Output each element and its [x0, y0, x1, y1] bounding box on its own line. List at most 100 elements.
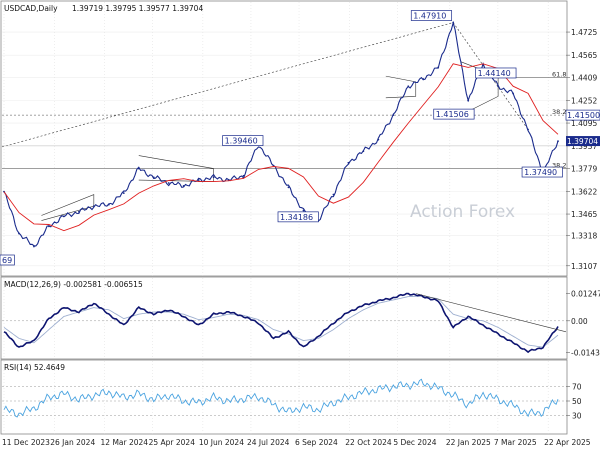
price-point	[422, 78, 425, 80]
price-point	[287, 186, 290, 189]
rsi-tick-label: 30	[572, 412, 582, 421]
price-tick-label: 1.3622	[571, 187, 597, 196]
macd-signal-line	[3, 295, 559, 348]
flag-pattern-1	[385, 75, 417, 99]
time-tick-label: 12 Mar 2024	[101, 438, 149, 447]
grid-layer	[2, 2, 566, 434]
price-point	[527, 128, 529, 131]
time-tick-label: 24 Jul 2024	[247, 438, 290, 447]
watermark-layer: Action Forex	[410, 202, 515, 222]
price-point	[197, 179, 200, 182]
price-point	[407, 85, 410, 88]
price-point	[107, 203, 110, 206]
axis-layer: 1.3107 1.3318 1.3465 1.3622 1.3779 1.3937 1.40…	[2, 28, 600, 447]
moving-average-line	[3, 63, 559, 232]
level-box	[565, 109, 600, 121]
time-tick-label: 22 Apr 2025	[544, 438, 591, 447]
price-point	[302, 209, 305, 212]
price-tick-label: 1.4565	[571, 51, 597, 60]
price-point	[437, 66, 440, 69]
time-tick-label: 22 Oct 2024	[345, 438, 392, 447]
last-price-label: 1.39704	[567, 137, 598, 146]
price-annotation-label: 1.34186	[280, 213, 313, 222]
macd-layer	[3, 292, 567, 354]
price-tick-label: 1.3779	[571, 165, 597, 174]
time-tick-label: 11 Dec 2023	[2, 438, 50, 447]
price-annotation-label: 69	[2, 256, 12, 265]
price-point	[212, 176, 215, 179]
price-annotation-box	[521, 166, 563, 178]
macd-line	[3, 292, 559, 354]
price-point	[512, 92, 514, 95]
rsi-layer	[3, 378, 559, 418]
fib-level-label: 38.2	[552, 162, 566, 170]
chart-symbol: USDCAD,Daily	[4, 4, 58, 13]
price-annotation-box	[475, 67, 517, 79]
price-annotation-box	[277, 211, 319, 223]
price-annotation-box	[222, 135, 264, 146]
price-point	[362, 150, 365, 153]
level-box-label: 1.41500	[567, 111, 600, 120]
price-annotation-label: 1.37490	[524, 168, 557, 177]
price-tick-label: 1.3107	[571, 262, 597, 271]
price-tick-label: 1.4252	[571, 96, 597, 105]
rsi-panel-frame	[0, 359, 568, 435]
watermark: Action Forex	[410, 202, 515, 222]
price-point	[62, 215, 65, 218]
price-point	[557, 140, 559, 143]
price-point	[182, 184, 185, 187]
rsi-title: RSI(14) 52.4649	[4, 363, 65, 372]
rsi-line	[3, 378, 559, 418]
price-point	[497, 85, 500, 88]
chart-ohlc: 1.39719 1.39795 1.39577 1.39704	[72, 4, 203, 13]
price-tick-label: 1.4095	[571, 119, 597, 128]
price-point	[18, 232, 20, 235]
price-point	[377, 138, 380, 141]
price-point	[137, 167, 140, 170]
price-tick-label: 1.3937	[571, 142, 597, 151]
macd-title: MACD(12,26,9) -0.002581 -0.006515	[4, 280, 143, 289]
price-point	[467, 99, 470, 102]
price-tick-label: 1.3318	[571, 231, 597, 240]
time-tick-label: 22 Jan 2025	[446, 438, 491, 447]
time-tick-label: 7 Mar 2025	[494, 438, 537, 447]
macd-panel-frame	[0, 276, 568, 360]
price-point	[77, 210, 80, 213]
time-tick-label: 5 Dec 2024	[393, 438, 436, 447]
price-point	[33, 245, 35, 248]
price-point	[242, 174, 245, 177]
price-tick-label: 1.3465	[571, 210, 597, 219]
price-annotation-label: 1.44140	[478, 69, 511, 78]
price-annotation-label: 1.39460	[225, 137, 258, 146]
macd-tick-label: 0.012472	[571, 289, 600, 298]
price-point	[392, 114, 395, 117]
price-point	[122, 192, 125, 195]
price-point	[152, 176, 155, 179]
time-tick-label: 10 Jun 2024	[199, 438, 244, 447]
price-point	[167, 182, 170, 184]
price-annotation-box	[433, 108, 475, 120]
price-annotation-box	[0, 254, 15, 266]
macd-trendline	[415, 293, 567, 333]
label-layer: 1.47910 1.44140 1.41506 1.39460 1.34186 1.374…	[0, 10, 600, 266]
price-tick-label: 1.4725	[571, 28, 597, 37]
time-tick-label: 25 Apr 2024	[149, 438, 196, 447]
price-annotation-label: 1.41506	[436, 110, 469, 119]
price-annotation-label: 1.47910	[413, 12, 446, 21]
price-annotation-box	[410, 10, 453, 21]
price-point	[347, 161, 350, 164]
price-tick-label: 1.4409	[571, 74, 597, 83]
macd-tick-label: 0.00	[571, 317, 588, 326]
time-tick-label: 26 Jan 2024	[50, 438, 95, 447]
time-tick-label: 6 Sep 2024	[295, 438, 338, 447]
fib-level-label: 61.8	[552, 71, 566, 79]
price-series-line	[3, 20, 559, 247]
rsi-tick-label: 50	[572, 397, 582, 406]
fib-level-label: 38.2	[552, 108, 566, 116]
price-layer	[3, 20, 559, 248]
rsi-tick-label: 70	[572, 383, 582, 392]
macd-tick-label: -0.014389	[571, 348, 600, 357]
price-point	[92, 205, 95, 208]
